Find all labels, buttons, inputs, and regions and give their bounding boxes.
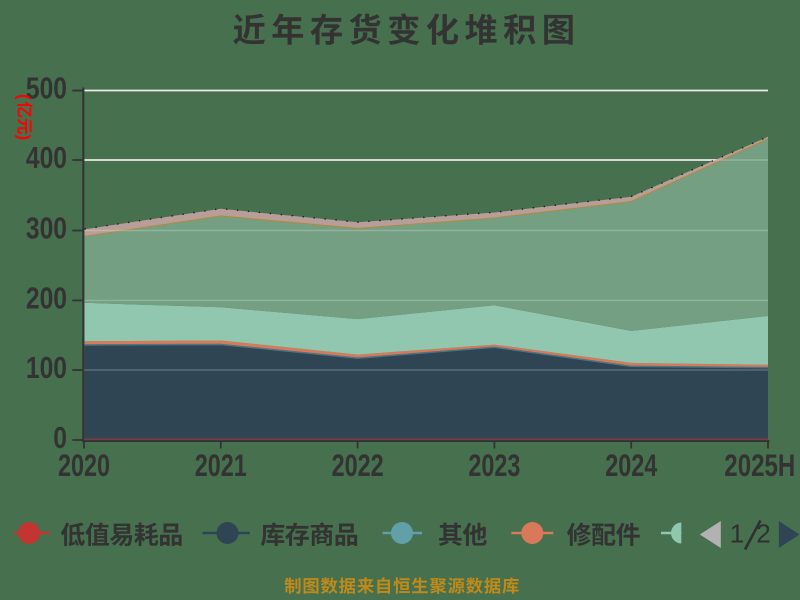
svg-text:500: 500	[26, 72, 67, 106]
svg-text:1: 1	[730, 519, 744, 549]
svg-text:2023: 2023	[468, 447, 520, 483]
svg-text:2022: 2022	[332, 447, 384, 483]
svg-text:2020: 2020	[58, 447, 110, 483]
svg-text:2: 2	[756, 519, 770, 549]
svg-text:2021: 2021	[195, 447, 247, 483]
svg-text:100: 100	[26, 351, 67, 385]
svg-text:300: 300	[26, 212, 67, 246]
svg-text:2025H: 2025H	[724, 447, 795, 483]
svg-text:200: 200	[26, 281, 67, 315]
svg-text:2024: 2024	[605, 447, 657, 483]
svg-text:0: 0	[53, 421, 67, 455]
svg-text:(: (	[15, 94, 34, 100]
svg-text:): )	[15, 135, 34, 141]
svg-text:400: 400	[26, 141, 67, 175]
